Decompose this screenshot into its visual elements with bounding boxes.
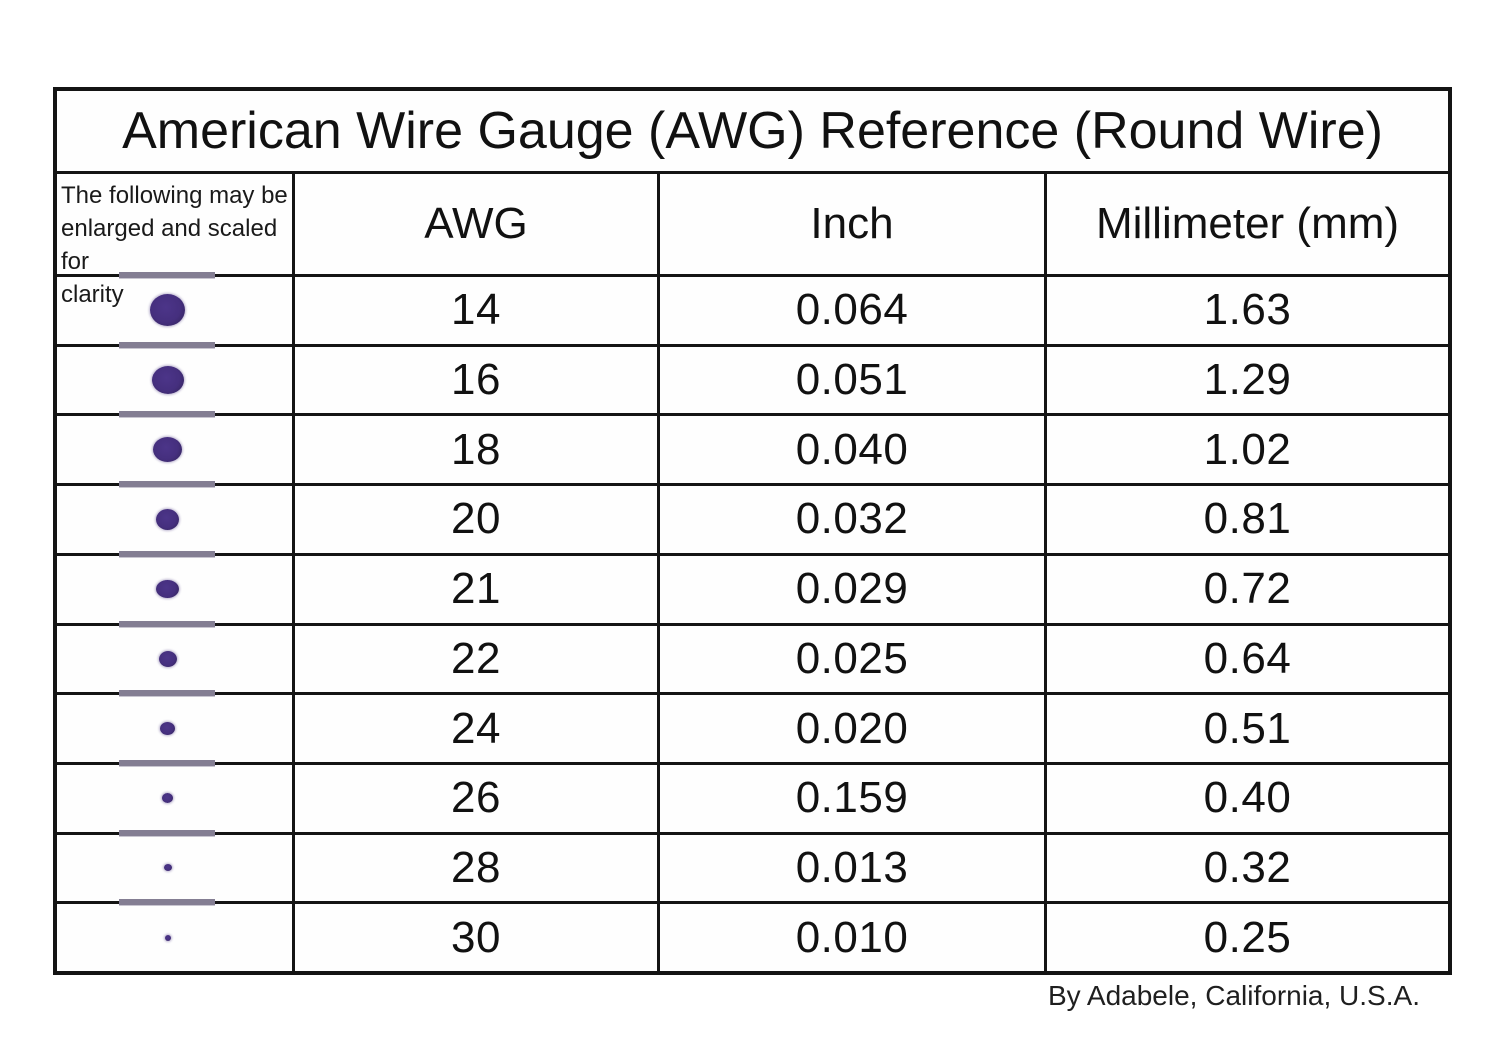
- awg-reference-table: American Wire Gauge (AWG) Reference (Rou…: [53, 87, 1452, 975]
- wire-size-dot-cell: [57, 904, 295, 972]
- inch-value-cell: 0.029: [660, 555, 1047, 623]
- wire-size-dot-cell: [57, 555, 295, 623]
- table-row: 18 0.040 1.02: [57, 411, 1448, 484]
- note-line-1: The following may be: [61, 182, 288, 209]
- mm-value-cell: 0.81: [1203, 494, 1292, 544]
- awg-value-cell: 14: [295, 277, 660, 344]
- dot-underline-bar: [119, 829, 215, 836]
- wire-size-dot: [163, 864, 172, 872]
- mm-value-cell: 1.29: [1203, 355, 1292, 405]
- awg-value-cell: 26: [295, 764, 660, 832]
- dot-underline-bar: [119, 341, 215, 348]
- wire-size-dot-cell: [57, 695, 295, 762]
- awg-value-cell: 16: [295, 346, 660, 414]
- table-title: American Wire Gauge (AWG) Reference (Rou…: [122, 102, 1383, 160]
- awg-value-cell: 18: [295, 416, 660, 484]
- table-row: 14 0.064 1.63: [57, 272, 1448, 344]
- table-row: 21 0.029 0.72: [57, 550, 1448, 623]
- inch-value-cell: 0.032: [660, 486, 1047, 553]
- table-row: 26 0.159 0.40: [57, 759, 1448, 832]
- note-header-cell: The following may be enlarged and scaled…: [57, 174, 295, 308]
- dot-underline-bar: [119, 759, 215, 766]
- awg-value-cell: 24: [295, 695, 660, 762]
- wire-size-dot-cell: [57, 486, 295, 553]
- mm-value-cell: 1.63: [1203, 285, 1292, 335]
- wire-size-dot: [160, 722, 175, 736]
- wire-size-dot: [150, 294, 185, 327]
- wire-size-dot: [156, 580, 179, 599]
- dot-underline-bar: [119, 620, 215, 627]
- column-header-millimeter: Millimeter (mm): [1095, 199, 1400, 248]
- wire-size-dot: [162, 793, 173, 804]
- table-row: 28 0.013 0.32: [57, 829, 1448, 902]
- wire-size-dot: [164, 934, 171, 941]
- dot-underline-bar: [119, 481, 215, 488]
- table-body: 14 0.064 1.63 16 0.051 1.29 18 0.040 1.0…: [57, 272, 1448, 972]
- mm-value-cell: 0.64: [1203, 633, 1292, 683]
- mm-value-cell: 0.32: [1203, 842, 1292, 892]
- wire-size-dot-cell: [57, 625, 295, 693]
- wire-size-dot: [153, 437, 182, 463]
- wire-size-dot: [151, 366, 184, 395]
- inch-value-cell: 0.064: [660, 277, 1047, 344]
- wire-size-dot-cell: [57, 277, 295, 344]
- table-row: 30 0.010 0.25: [57, 899, 1448, 972]
- note-line-3: clarity: [61, 281, 124, 308]
- attribution-text: By Adabele, California, U.S.A.: [1048, 980, 1420, 1011]
- mm-value-cell: 1.02: [1203, 424, 1292, 474]
- wire-size-dot-cell: [57, 416, 295, 484]
- table-row: 24 0.020 0.51: [57, 690, 1448, 762]
- dot-underline-bar: [119, 690, 215, 697]
- dot-underline-bar: [119, 272, 215, 278]
- dot-underline-bar: [119, 411, 215, 418]
- inch-value-cell: 0.159: [660, 764, 1047, 832]
- mm-value-cell: 0.51: [1203, 703, 1292, 753]
- table-header-row: The following may be enlarged and scaled…: [57, 174, 1448, 308]
- column-header-inch: Inch: [660, 174, 1047, 274]
- awg-value-cell: 28: [295, 834, 660, 902]
- awg-value-cell: 30: [295, 904, 660, 972]
- inch-value-cell: 0.040: [660, 416, 1047, 484]
- note-line-2: enlarged and scaled for: [61, 215, 278, 275]
- awg-value-cell: 21: [295, 555, 660, 623]
- inch-value-cell: 0.010: [660, 904, 1047, 972]
- table-title-row: American Wire Gauge (AWG) Reference (Rou…: [57, 91, 1448, 174]
- wire-size-dot-cell: [57, 346, 295, 414]
- inch-value-cell: 0.020: [660, 695, 1047, 762]
- mm-value-cell: 0.40: [1203, 773, 1292, 823]
- wire-size-dot: [158, 650, 177, 667]
- wire-size-dot: [156, 508, 179, 530]
- dot-underline-bar: [119, 899, 215, 906]
- table-row: 22 0.025 0.64: [57, 620, 1448, 693]
- inch-value-cell: 0.051: [660, 346, 1047, 414]
- mm-value-cell: 0.72: [1203, 564, 1292, 614]
- dot-underline-bar: [119, 550, 215, 557]
- wire-size-dot-cell: [57, 834, 295, 902]
- wire-size-dot-cell: [57, 764, 295, 832]
- awg-value-cell: 22: [295, 625, 660, 693]
- table-row: 16 0.051 1.29: [57, 341, 1448, 414]
- mm-value-cell: 0.25: [1203, 912, 1292, 962]
- table-row: 20 0.032 0.81: [57, 481, 1448, 553]
- awg-value-cell: 20: [295, 486, 660, 553]
- inch-value-cell: 0.025: [660, 625, 1047, 693]
- inch-value-cell: 0.013: [660, 834, 1047, 902]
- column-header-awg: AWG: [295, 174, 660, 274]
